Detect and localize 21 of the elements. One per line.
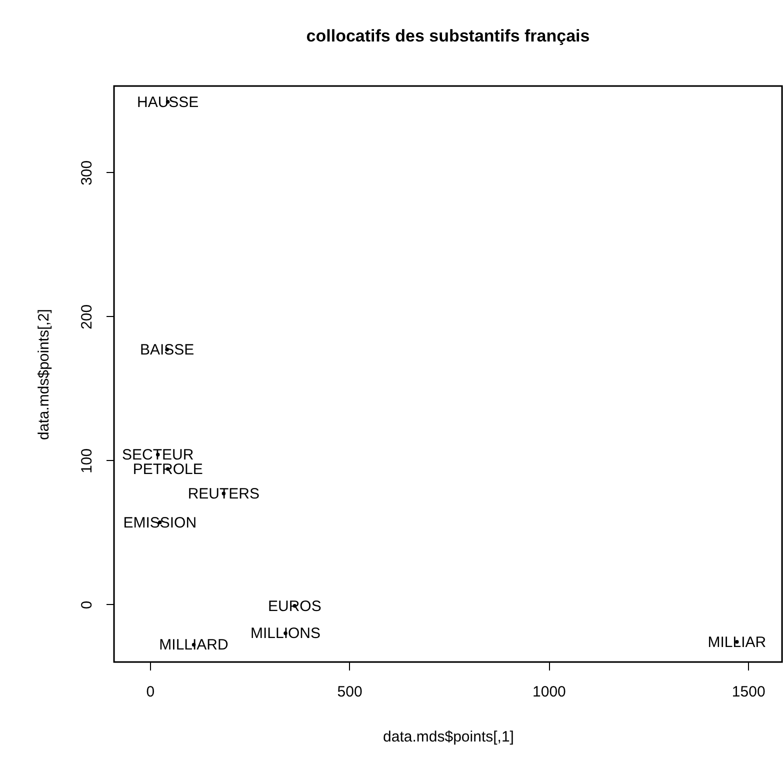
y-tick-label: 300 (78, 160, 96, 186)
data-label: REUTERS (188, 486, 260, 503)
x-tick-label: 1000 (532, 684, 566, 700)
data-label: HAUSSE (136, 94, 199, 111)
data-label: MILLIARD (159, 636, 229, 654)
y-tick-label: 100 (78, 448, 96, 474)
data-label: EMISSION (123, 514, 197, 532)
data-label: PETROLE (132, 461, 203, 478)
x-tick-label: 500 (337, 684, 362, 700)
data-label: BAISSE (140, 342, 194, 359)
x-axis-title: data.mds$points[,1] (383, 728, 514, 746)
data-label: EUROS (268, 598, 322, 615)
y-axis-title: data.mds$points[,2] (36, 309, 52, 440)
y-tick-label: 200 (78, 304, 96, 330)
x-tick-label: 1500 (732, 684, 766, 700)
y-tick-label: 0 (78, 600, 96, 610)
data-label: MILLIAR (708, 634, 766, 651)
chart-title: collocatifs des substantifs français (306, 26, 590, 46)
data-label: SECTEUR (122, 446, 194, 464)
data-label: MILLIONS (250, 625, 320, 642)
x-tick-label: 0 (146, 684, 155, 700)
